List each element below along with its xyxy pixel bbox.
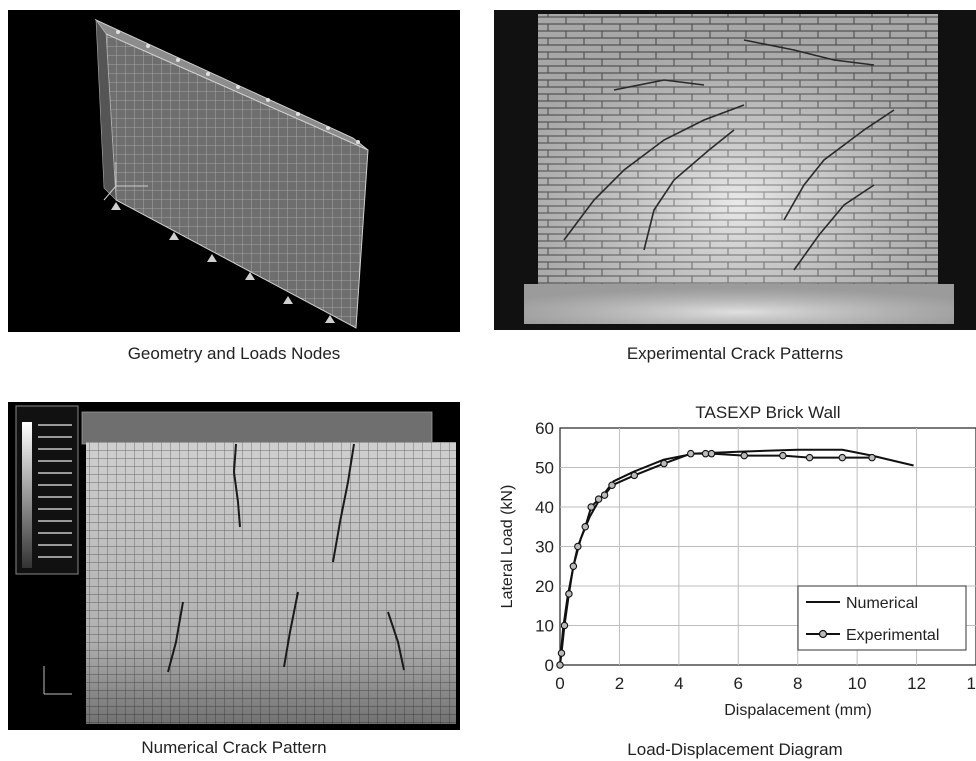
numerical-mesh-svg <box>15 405 456 724</box>
legend-marker-experimental <box>818 629 828 639</box>
legend-box <box>797 585 967 651</box>
data-point-experimental <box>838 453 847 462</box>
brick-wall-photo-svg <box>494 10 976 330</box>
x-tick-label: 0 <box>555 674 564 693</box>
x-tick-label: 2 <box>615 674 624 693</box>
data-point-experimental <box>707 449 716 458</box>
x-tick-label: 4 <box>674 674 683 693</box>
caption-geometry: Geometry and Loads Nodes <box>127 344 341 363</box>
x-tick-label: 8 <box>793 674 802 693</box>
caption-chart: Load-Displacement Diagram <box>627 740 843 759</box>
y-axis-label: Lateral Load (kN) <box>499 485 516 609</box>
data-point-experimental <box>556 661 564 669</box>
caption-experimental: Experimental Crack Patterns <box>626 344 844 363</box>
y-tick-label: 0 <box>545 656 554 675</box>
x-tick-label: 6 <box>734 674 743 693</box>
data-point-experimental <box>569 562 578 571</box>
chart-title: TASEXP Brick Wall <box>695 403 840 422</box>
chart-series <box>556 448 914 669</box>
data-point-experimental <box>587 503 595 511</box>
data-point-experimental <box>868 453 876 462</box>
y-tick-label: 30 <box>535 538 554 557</box>
geometry-model-image <box>8 10 460 332</box>
legend-label-experimental: Experimental <box>846 627 939 644</box>
y-tick-label: 50 <box>535 459 554 478</box>
experimental-photo <box>494 10 976 330</box>
data-point-experimental <box>660 459 668 468</box>
data-point-experimental <box>686 449 695 458</box>
load-displacement-chart: TASEXP Brick Wall 0 2 4 6 8 10 12 14 0 10 20 30 40 50… <box>499 403 976 719</box>
chart-axes: 0 2 4 6 8 10 12 14 0 10 20 30 40 50 60 <box>535 419 976 693</box>
data-point-experimental <box>560 621 569 630</box>
y-tick-label: 20 <box>535 577 554 596</box>
data-point-experimental <box>630 471 639 480</box>
y-tick-label: 40 <box>535 498 554 517</box>
data-point-experimental <box>565 590 573 598</box>
data-point-experimental <box>557 649 566 657</box>
y-tick-label: 10 <box>535 617 554 636</box>
y-tick-label: 60 <box>535 419 554 438</box>
legend-label-numerical: Numerical <box>846 595 918 612</box>
data-point-experimental <box>574 542 582 551</box>
chart-legend: Numerical Experimental <box>797 585 967 651</box>
x-axis-label: Dispalacement (mm) <box>724 702 872 719</box>
data-point-experimental <box>779 451 787 460</box>
caption-numerical: Numerical Crack Pattern <box>141 738 327 757</box>
x-tick-label: 14 <box>967 674 976 693</box>
data-point-experimental <box>600 491 609 499</box>
x-tick-label: 12 <box>907 674 926 693</box>
data-point-experimental <box>581 523 590 531</box>
x-tick-label: 10 <box>848 674 867 693</box>
geometry-mesh-svg <box>94 18 369 329</box>
data-point-experimental <box>805 453 814 462</box>
data-point-experimental <box>740 451 748 460</box>
data-point-experimental <box>594 495 603 503</box>
data-point-experimental <box>608 481 616 490</box>
numerical-crack-image <box>8 402 460 730</box>
